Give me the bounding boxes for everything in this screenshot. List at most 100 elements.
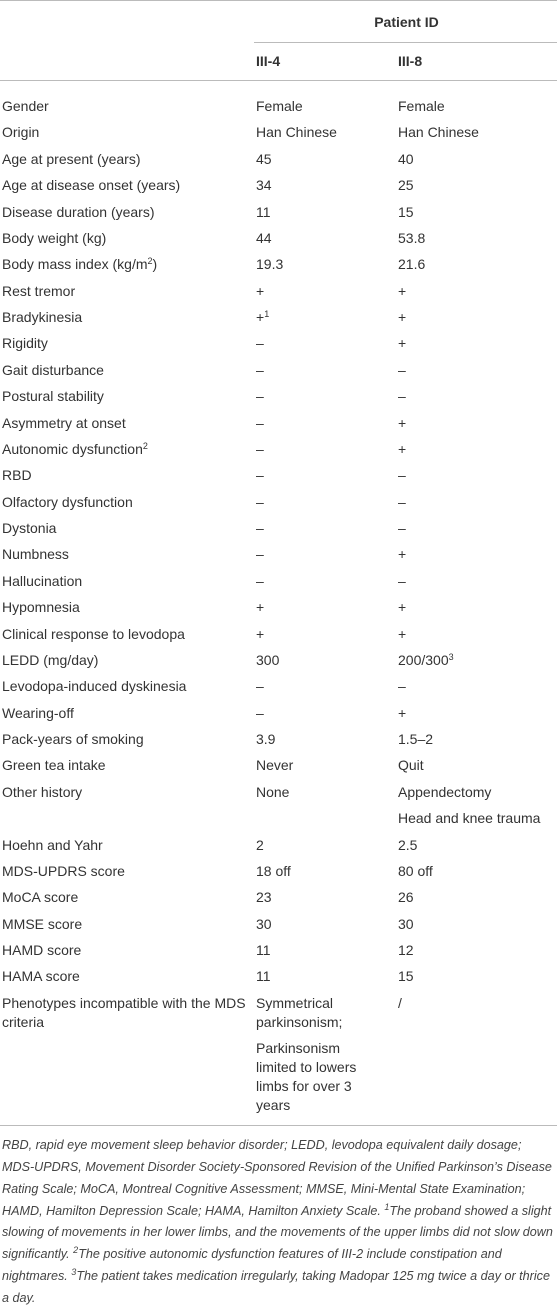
row-label: Hallucination [0,568,254,594]
cell: – [254,357,396,383]
cell: – [396,489,557,515]
cell: – [254,410,396,436]
cell-text: MMSE score [2,915,83,932]
cell: Han Chinese [254,120,396,146]
cell-text: + [398,440,407,457]
cell-text: 200/300 [398,651,449,668]
row-label: MoCA score [0,885,254,911]
cell-text: / [398,994,402,1011]
cell-text: Female [256,98,303,114]
cell: 26 [396,885,557,911]
cell-text: – [398,361,406,378]
cell: – [254,489,396,515]
cell-text: 2 [256,836,264,853]
row-label: Green tea intake [0,753,254,779]
cell-text: Never [256,757,294,774]
cell-text: Other history [2,783,83,800]
cell-text: Autonomic dysfunction2 [2,440,254,459]
cell-text: + [256,625,265,642]
cell-text: – [256,678,264,695]
table-row: Other history None Appendectomy Head and kn… [0,779,557,832]
table-row: Rigidity – + [0,331,557,357]
cell-text: Female [398,98,445,114]
cell-text: Wearing-off [2,704,74,721]
row-label: Levodopa-induced dyskinesia [0,674,254,700]
cell: + [396,621,557,647]
cell-text: Dystonia [2,520,57,536]
row-label: Hoehn and Yahr [0,832,254,858]
table-row: Hypomnesia + + [0,594,557,620]
cell-text: 300 [256,651,280,668]
row-label: HAMD score [0,937,254,963]
table-row: Numbness – + [0,542,557,568]
cell: Female [254,81,396,120]
cell-text: Asymmetry at onset [2,414,126,431]
table-row: Postural stability – – [0,383,557,409]
cell-paragraph: Appendectomy [398,783,492,800]
cell: 23 [254,885,396,911]
row-label: Other history [0,779,254,832]
cell: Appendectomy Head and knee trauma [396,779,557,832]
cell-text: – [256,440,264,457]
superscript: 2 [142,440,148,451]
table-row: Hoehn and Yahr 2 2.5 [0,832,557,858]
cell-text: Rest tremor [2,282,76,299]
row-label: LEDD (mg/day) [0,647,254,673]
table-row: Autonomic dysfunction2– + [0,436,557,462]
cell-text: Gait disturbance [2,361,104,378]
cell-text: – [398,572,406,589]
cell-text: 15 [398,968,414,985]
cell-text: Gender [2,98,49,114]
footnote-text: The positive autonomic dysfunction featu… [2,1247,502,1283]
footnote-text: The proband showed a slight slowing of m… [2,1203,553,1262]
cell: 11 [254,199,396,225]
footnote-mark: 2 [73,1245,79,1256]
table-row: Body mass index (kg/m2) 19.3 21.6 [0,252,557,278]
cell: 11 [254,937,396,963]
cell-text: + [398,335,407,352]
cell-text: Bradykinesia [2,309,83,325]
row-label: Pack-years of smoking [0,726,254,752]
row-label: Rest tremor [0,278,254,304]
cell: 2 [254,832,396,858]
cell-text: Disease duration (years) [2,203,155,220]
table-row: HAMD score 11 12 [0,937,557,963]
row-label: Bradykinesia [0,304,254,330]
cell-text: Han Chinese [398,124,479,141]
cell-text: + [398,625,407,642]
cell-text: – [256,361,264,378]
superscript: 1 [264,309,270,319]
superscript: 3 [448,651,454,662]
table-row: Levodopa-induced dyskinesia – – [0,674,557,700]
table-row: Body weight (kg) 44 53.8 [0,225,557,251]
cell: – [254,542,396,568]
cell: None [254,779,396,832]
row-label: Asymmetry at onset [0,410,254,436]
cell: 30 [254,911,396,937]
table-row: Rest tremor + + [0,278,557,304]
table-row: Clinical response to levodopa + + [0,621,557,647]
cell-text: 19.3 [256,256,284,273]
cell-text: + [398,309,407,325]
cell: + [396,436,557,462]
cell: 25 [396,172,557,198]
cell-text: Levodopa-induced dyskinesia [2,678,187,695]
cell-text: 11 [256,203,271,220]
row-label: Wearing-off [0,700,254,726]
cell: + [254,594,396,620]
cell-text: Postural stability [2,388,104,405]
cell: – [254,331,396,357]
row-label: Gait disturbance [0,357,254,383]
cell-text: – [398,493,406,510]
cell: + [396,542,557,568]
table-row: MoCA score 23 26 [0,885,557,911]
row-label: Dystonia [0,515,254,541]
table-row: MMSE score 30 30 [0,911,557,937]
cell: 15 [396,199,557,225]
cell: Female [396,81,557,120]
cell: – [254,383,396,409]
cell-text: – [256,414,264,431]
cell: 300 [254,647,396,673]
cell-text: 23 [256,889,272,906]
cell-text: 12 [398,942,414,959]
